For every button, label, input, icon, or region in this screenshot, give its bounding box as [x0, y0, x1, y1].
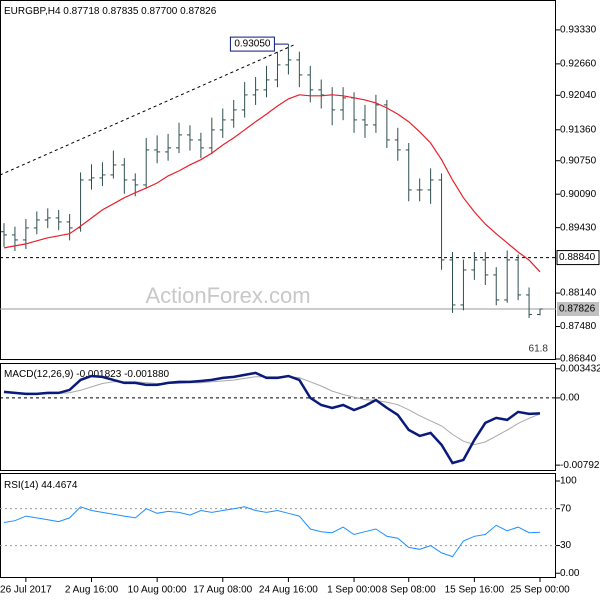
y-tick-label: 0.00	[560, 393, 580, 404]
y-tick-label: 0.92660	[560, 59, 597, 70]
y-tick-label: 0.90090	[560, 189, 597, 200]
y-tick-label: 100	[560, 476, 577, 487]
signal-line	[4, 376, 541, 446]
y-tick-label: 0.86840	[560, 354, 597, 365]
rsi-line	[3, 506, 541, 558]
y-tick-label: 0.92040	[560, 90, 597, 101]
y-tick-label: -0.007925	[560, 460, 600, 471]
macd-title: MACD(12,26,9)	[4, 369, 73, 380]
main-panel-frame	[0, 0, 556, 360]
y-tick-label: 30	[560, 540, 572, 551]
level-box	[557, 301, 599, 316]
macd-header: MACD(12,26,9) -0.001823 -0.001880	[4, 369, 170, 380]
macd-value: -0.001823	[76, 369, 121, 380]
x-tick-label: 10 Aug 00:00	[128, 585, 187, 596]
y-tick-label: 0.93330	[560, 25, 597, 36]
watermark: ActionForex.com	[145, 283, 310, 308]
moving-average	[3, 94, 541, 273]
close-label: 0.87826	[180, 6, 217, 17]
y-tick-label: 0.91360	[560, 124, 597, 135]
x-tick-label: 2 Aug 16:00	[65, 585, 119, 596]
level-label: 0.88840	[559, 252, 596, 263]
macd-panel-frame	[0, 363, 556, 471]
annotation-label: 0.93050	[234, 39, 271, 50]
y-tick-label: 0.90750	[560, 155, 597, 166]
x-tick-label: 25 Sep 00:00	[510, 585, 570, 596]
high-label: 0.87835	[102, 6, 139, 17]
x-tick-label: 8 Sep 08:00	[382, 585, 436, 596]
x-tick-label: 26 Jul 2017	[0, 585, 52, 596]
y-tick-label: 0.00	[560, 568, 580, 579]
symbol: EURGBP,H4	[4, 6, 61, 17]
level-label: 0.87826	[559, 304, 596, 315]
y-tick-label: 0.88140	[560, 288, 597, 299]
rsi-panel-frame	[0, 473, 556, 578]
y-tick-label: 0.87480	[560, 321, 597, 332]
annotation-box	[229, 36, 275, 52]
macd-line	[3, 371, 541, 465]
open-label: 0.87718	[63, 6, 100, 17]
trendline	[0, 43, 297, 176]
signal-value: -0.001880	[124, 369, 169, 380]
x-tick-label: 15 Sep 16:00	[445, 585, 505, 596]
rsi-value: 44.4674	[41, 480, 78, 491]
y-tick-label: 70	[560, 503, 572, 514]
y-tick-label: 0.89430	[560, 222, 597, 233]
x-tick-label: 24 Aug 16:00	[259, 585, 318, 596]
level-box	[556, 250, 600, 266]
fib-label: 61.8	[529, 344, 549, 355]
rsi-title: RSI(14)	[4, 480, 38, 491]
header: EURGBP,H4 0.87718 0.87835 0.87700 0.8782…	[4, 6, 217, 17]
low-label: 0.87700	[141, 6, 178, 17]
x-tick-label: 17 Aug 08:00	[193, 585, 252, 596]
rsi-header: RSI(14) 44.4674	[4, 480, 78, 491]
x-tick-label: 1 Sep 00:00	[327, 585, 381, 596]
y-tick-label: 0.003432	[560, 363, 600, 374]
